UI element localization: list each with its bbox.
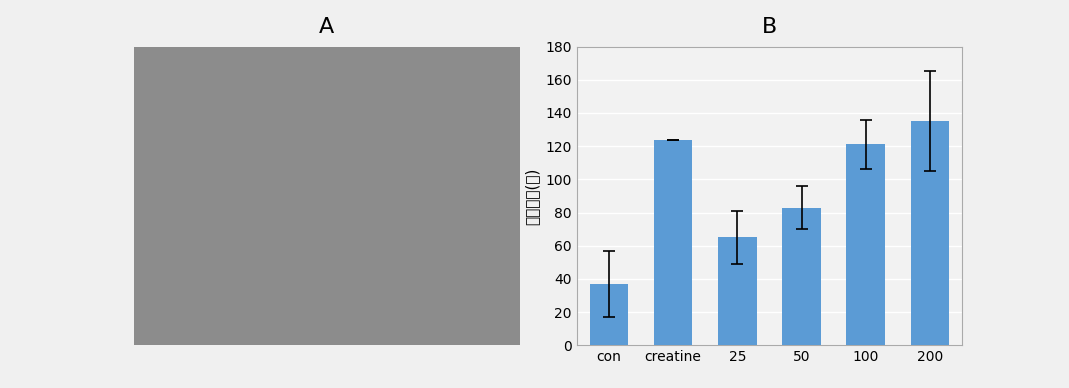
Bar bbox=[718, 237, 757, 345]
Title: B: B bbox=[762, 17, 777, 37]
Y-axis label: 수영시간(초): 수영시간(초) bbox=[525, 167, 540, 225]
Bar bbox=[911, 121, 949, 345]
Bar bbox=[654, 140, 693, 345]
Bar bbox=[847, 144, 885, 345]
Bar bbox=[590, 284, 629, 345]
Bar bbox=[783, 208, 821, 345]
Title: A: A bbox=[319, 17, 334, 37]
